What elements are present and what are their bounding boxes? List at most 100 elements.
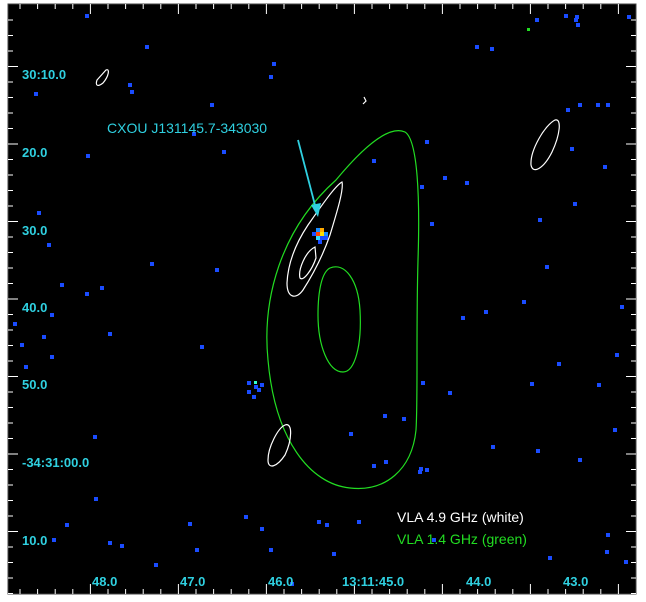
green-outer-contour	[266, 130, 420, 490]
noise-pixel	[372, 464, 376, 468]
noise-pixel	[252, 395, 256, 399]
noise-pixel	[372, 159, 376, 163]
noise-pixel	[20, 343, 24, 347]
noise-pixel	[290, 582, 294, 586]
white-contour-ne	[530, 119, 560, 171]
noise-pixel	[603, 165, 607, 169]
noise-pixel	[93, 435, 97, 439]
noise-pixel	[573, 202, 577, 206]
x-tick-label: 43.0	[563, 574, 588, 589]
noise-pixel	[578, 103, 582, 107]
noise-pixel	[430, 222, 434, 226]
y-tick-label: 30:10.0	[22, 67, 66, 82]
noise-pixel	[24, 365, 28, 369]
noise-pixel	[269, 75, 273, 79]
noise-pixel	[548, 556, 552, 560]
noise-pixel	[575, 15, 579, 19]
noise-pixel	[150, 262, 154, 266]
noise-pixel	[120, 544, 124, 548]
y-tick-label: 40.0	[22, 300, 47, 315]
noise-pixel	[383, 414, 387, 418]
noise-pixel	[244, 515, 248, 519]
noise-pixel	[613, 428, 617, 432]
noise-pixel	[420, 185, 424, 189]
noise-pixel	[254, 385, 258, 389]
noise-pixel	[624, 560, 628, 564]
noise-pixel	[37, 211, 41, 215]
noise-pixel	[574, 18, 578, 22]
noise-pixel	[128, 83, 132, 87]
noise-pixel	[94, 497, 98, 501]
x-tick-label: 46.0	[268, 574, 293, 589]
y-tick-label: 10.0	[22, 533, 47, 548]
noise-pixel	[566, 108, 570, 112]
noise-pixel	[317, 520, 321, 524]
noise-pixel	[527, 28, 530, 31]
noise-pixel	[332, 552, 336, 556]
x-tick-label: 13:11:45.0	[342, 574, 404, 589]
white-contour-inner	[299, 246, 317, 280]
x-tick-label: 48.0	[92, 574, 117, 589]
noise-pixel	[192, 132, 196, 136]
noise-pixel	[188, 522, 192, 526]
noise-pixel	[108, 541, 112, 545]
noise-pixel	[42, 335, 46, 339]
noise-pixel	[357, 520, 361, 524]
y-tick-label: 20.0	[22, 145, 47, 160]
vla-4.9ghz-contours	[95, 69, 560, 467]
noise-pixel	[597, 383, 601, 387]
y-axis-labels: 30:10.0 20.0 30.0 40.0 50.0 -34:31:00.0 …	[22, 67, 89, 548]
noise-pixel	[349, 432, 353, 436]
noise-pixel	[418, 470, 422, 474]
noise-pixel	[465, 181, 469, 185]
x-tick-label: 44.0	[466, 574, 491, 589]
noise-pixel	[154, 563, 158, 567]
noise-pixel	[254, 381, 257, 384]
noise-pixel	[535, 18, 539, 22]
noise-pixel	[538, 218, 542, 222]
noise-pixel	[536, 449, 540, 453]
noise-pixel	[47, 243, 51, 247]
noise-pixel	[570, 147, 574, 151]
noise-pixel	[100, 286, 104, 290]
white-contour-nw	[95, 69, 109, 86]
noise-pixel	[557, 362, 561, 366]
noise-pixel	[605, 550, 609, 554]
noise-pixel	[606, 103, 610, 107]
noise-pixel	[421, 381, 425, 385]
noise-pixel	[425, 468, 429, 472]
noise-pixel	[615, 353, 619, 357]
noise-pixel	[522, 300, 526, 304]
noise-pixel	[491, 445, 495, 449]
noise-pixel	[325, 523, 329, 527]
noise-pixel	[596, 103, 600, 107]
noise-pixel	[419, 467, 423, 471]
noise-pixel	[65, 523, 69, 527]
noise-pixel	[210, 103, 214, 107]
axis-ticks	[8, 4, 636, 594]
xray-source-blob	[312, 228, 328, 244]
noise-pixel	[34, 92, 38, 96]
white-contour-tiny	[362, 96, 367, 105]
noise-pixel	[490, 47, 494, 51]
noise-pixel	[260, 383, 264, 387]
green-inner-contour	[317, 266, 361, 373]
x-axis-labels: 48.0 47.0 46.0 13:11:45.0 44.0 43.0	[92, 574, 588, 589]
noise-pixel	[130, 90, 134, 94]
legend-green: VLA 1.4 GHz (green)	[397, 531, 527, 547]
y-tick-label: 30.0	[22, 223, 47, 238]
noise-pixel	[215, 268, 219, 272]
noise-pixel	[85, 14, 89, 18]
image-frame	[7, 3, 637, 595]
noise-pixel	[269, 548, 273, 552]
noise-pixel	[627, 15, 631, 19]
noise-pixel	[576, 23, 580, 27]
source-label: CXOU J131145.7-343030	[107, 120, 267, 136]
y-tick-label: 50.0	[22, 377, 47, 392]
noise-pixel	[606, 533, 610, 537]
white-contour-sw	[267, 424, 292, 467]
legend-white: VLA 4.9 GHz (white)	[397, 509, 524, 525]
noise-pixel	[461, 316, 465, 320]
xray-noise-pixels	[13, 14, 631, 586]
